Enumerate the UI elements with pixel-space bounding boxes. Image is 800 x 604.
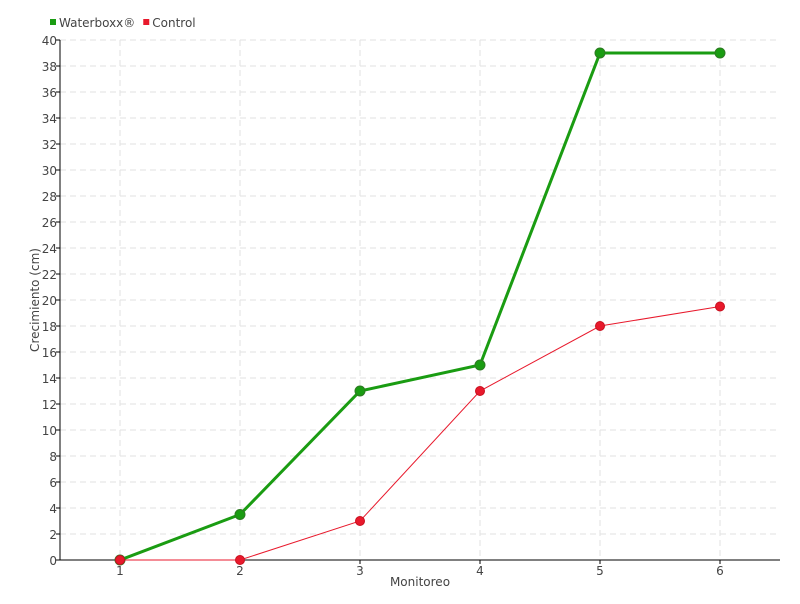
y-tick-label: 18	[42, 320, 57, 334]
y-tick-label: 10	[42, 424, 57, 438]
data-point	[235, 555, 245, 565]
data-point	[115, 555, 125, 565]
data-point	[594, 47, 606, 59]
x-tick-label: 4	[476, 564, 484, 578]
grid	[60, 39, 780, 560]
y-tick-label: 4	[49, 502, 57, 516]
y-tick-label: 6	[49, 476, 57, 490]
y-tick-label: 28	[42, 190, 57, 204]
x-tick-label: 5	[596, 564, 604, 578]
y-tick-label: 38	[42, 60, 57, 74]
y-tick-label: 2	[49, 528, 57, 542]
legend-swatch	[50, 19, 56, 25]
y-tick-label: 0	[49, 554, 57, 568]
y-tick-label: 20	[42, 294, 57, 308]
series-control	[115, 301, 725, 565]
x-tick-label: 3	[356, 564, 364, 578]
data-point	[475, 386, 485, 396]
legend: Waterboxx® Control	[50, 16, 196, 30]
legend-label: Waterboxx®	[59, 16, 135, 30]
y-tick-label: 36	[42, 86, 57, 100]
y-tick-label: 14	[42, 372, 57, 386]
y-tick-label: 8	[49, 450, 57, 464]
x-axis-label: Monitoreo	[390, 575, 450, 589]
data-point	[234, 509, 246, 520]
y-axis-label: Crecimiento (cm)	[28, 248, 42, 352]
series-waterboxx	[114, 47, 726, 566]
y-tick-label: 12	[42, 398, 57, 412]
y-tick-label: 26	[42, 216, 57, 230]
y-tick-label: 40	[42, 34, 57, 48]
y-tick-label: 32	[42, 138, 57, 152]
y-tick-label: 34	[42, 112, 57, 126]
data-point	[354, 385, 366, 397]
series-line	[119, 51, 720, 562]
legend-label: Control	[152, 16, 195, 30]
x-tick-label: 2	[236, 564, 244, 578]
data-point	[595, 321, 605, 331]
legend-swatch	[143, 19, 150, 25]
y-tick-label: 30	[42, 164, 57, 178]
y-tick-label: 24	[42, 242, 57, 256]
data-point	[474, 359, 486, 371]
series-group	[114, 47, 726, 566]
data-point	[714, 47, 726, 59]
y-tick-label: 22	[42, 268, 57, 282]
x-tick-label: 1	[116, 564, 124, 578]
x-tick-label: 6	[716, 564, 724, 578]
data-point	[355, 516, 365, 526]
series-line	[120, 306, 721, 561]
data-point	[715, 301, 725, 312]
y-tick-label: 16	[42, 346, 57, 360]
